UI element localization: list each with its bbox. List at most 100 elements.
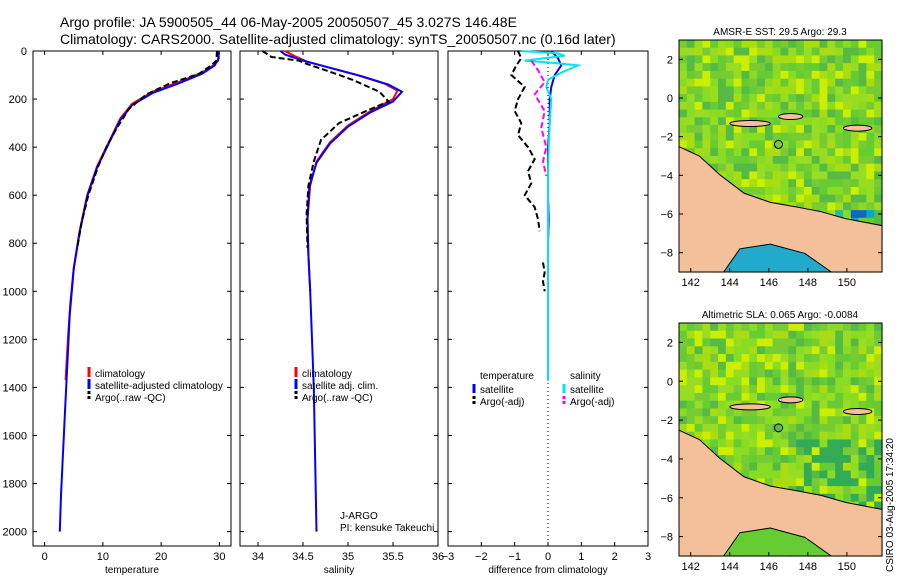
sla-grid-cell	[718, 392, 727, 402]
sla-grid-cell	[835, 416, 844, 425]
sla-grid-cell	[780, 416, 789, 425]
sla-grid-cell	[796, 385, 805, 394]
sla-grid-cell	[757, 369, 766, 378]
sst-grid-cell	[780, 125, 789, 134]
sla-grid-cell	[866, 447, 875, 456]
sst-grid-cell	[796, 148, 805, 157]
sla-grid-cell	[741, 369, 750, 378]
sst-grid-cell	[842, 55, 852, 64]
sst-grid-cell	[702, 63, 711, 72]
sst-grid-cell	[710, 148, 719, 157]
sst-grid-cell	[694, 70, 704, 80]
sla-grid-cell	[835, 462, 844, 472]
sst-grid-cell	[866, 47, 875, 57]
sst-grid-cell	[850, 171, 860, 180]
sst-grid-cell	[788, 148, 797, 157]
sst-grid-cell	[796, 94, 805, 103]
sla-grid-cell	[749, 385, 758, 394]
sla-grid-cell	[850, 346, 860, 355]
sla-grid-cell	[764, 423, 774, 433]
sst-grid-cell	[772, 156, 782, 165]
sst-grid-cell	[718, 47, 727, 57]
sst-grid-cell	[819, 202, 828, 211]
sst-grid-cell	[811, 70, 821, 80]
difference-legend-header: salinity	[570, 371, 601, 382]
sla-grid-cell	[733, 416, 743, 425]
difference-xtick-label: 0	[545, 551, 551, 563]
temperature-plot-frame	[32, 50, 232, 547]
sst-grid-cell	[803, 202, 813, 211]
sla-grid-cell	[811, 354, 821, 363]
sst-grid-cell	[694, 109, 704, 118]
sla-grid-cell	[835, 346, 844, 355]
sla-grid-cell	[827, 385, 836, 394]
sla-grid-cell	[858, 455, 867, 464]
sst-grid-cell	[780, 101, 789, 111]
sst-grid-cell	[757, 47, 766, 57]
sst-grid-cell	[764, 163, 774, 173]
sst-grid-cell	[858, 101, 867, 111]
sst-grid-cell	[803, 101, 813, 111]
sla-grid-cell	[733, 338, 743, 347]
sst-grid-cell	[764, 109, 774, 118]
sla-grid-cell	[796, 431, 805, 441]
sla-grid-cell	[811, 416, 821, 425]
sst-grid-cell	[702, 86, 711, 95]
sla-grid-cell	[796, 323, 805, 332]
sla-grid-cell	[772, 423, 782, 433]
sst-grid-cell	[741, 186, 750, 196]
sst-grid-cell	[741, 140, 750, 149]
sla-grid-cell	[796, 338, 805, 347]
sst-grid-cell	[819, 148, 828, 157]
sst-grid-cell	[741, 47, 750, 57]
sla-grid-cell	[749, 354, 758, 363]
sst-grid-cell	[725, 140, 735, 149]
sla-grid-cell	[725, 354, 735, 363]
depth-tick-label: 1400	[3, 382, 27, 394]
sla-grid-cell	[850, 354, 860, 363]
sla-grid-cell	[811, 377, 821, 386]
sst-grid-cell	[858, 156, 867, 165]
sst-grid-cell	[679, 132, 688, 142]
sst-grid-cell	[819, 186, 828, 196]
timestamp-stamp: CSIRO 03-Aug-2005 17:34:20	[885, 438, 896, 572]
sst-grid-cell	[780, 70, 789, 80]
sst-grid-cell	[733, 163, 743, 173]
sla-grid-cell	[710, 423, 719, 433]
sst-grid-cell	[803, 179, 813, 188]
sst-grid-cell	[718, 109, 727, 118]
difference-series-line	[521, 50, 582, 381]
sla-grid-cell	[686, 346, 696, 355]
sla-grid-cell	[718, 346, 727, 355]
sst-grid-cell	[749, 109, 758, 118]
sla-grid-cell	[811, 361, 821, 371]
sst-grid-cell	[850, 55, 860, 64]
sla-grid-cell	[850, 439, 860, 448]
sst-grid-cell	[780, 186, 789, 196]
sla-grid-cell	[686, 361, 696, 371]
sst-grid-cell	[866, 156, 875, 165]
sst-grid-cell	[796, 202, 805, 211]
sst-grid-cell	[757, 101, 766, 111]
sst-grid-cell	[811, 163, 821, 173]
sla-grid-cell	[827, 323, 836, 332]
sla-grid-cell	[827, 423, 836, 433]
sst-grid-cell	[718, 117, 727, 126]
sla-grid-cell	[725, 431, 735, 441]
sst-grid-cell	[679, 55, 688, 64]
sla-grid-cell	[874, 478, 883, 487]
sst-grid-cell	[827, 109, 836, 118]
sla-grid-cell	[866, 478, 875, 487]
sla-grid-cell	[772, 447, 782, 456]
sst-grid-cell	[788, 125, 797, 134]
depth-tick-label: 400	[9, 142, 27, 154]
salinity-xtick-label: 35.5	[382, 551, 403, 563]
sst-lat-tick-label: −2	[660, 132, 673, 144]
sst-grid-cell	[725, 94, 735, 103]
sla-grid-cell	[757, 447, 766, 456]
sst-grid-cell	[819, 47, 828, 57]
sla-grid-cell	[679, 385, 688, 394]
sst-grid-cell	[874, 217, 883, 227]
sla-grid-cell	[702, 354, 711, 363]
sla-grid-cell	[874, 423, 883, 433]
